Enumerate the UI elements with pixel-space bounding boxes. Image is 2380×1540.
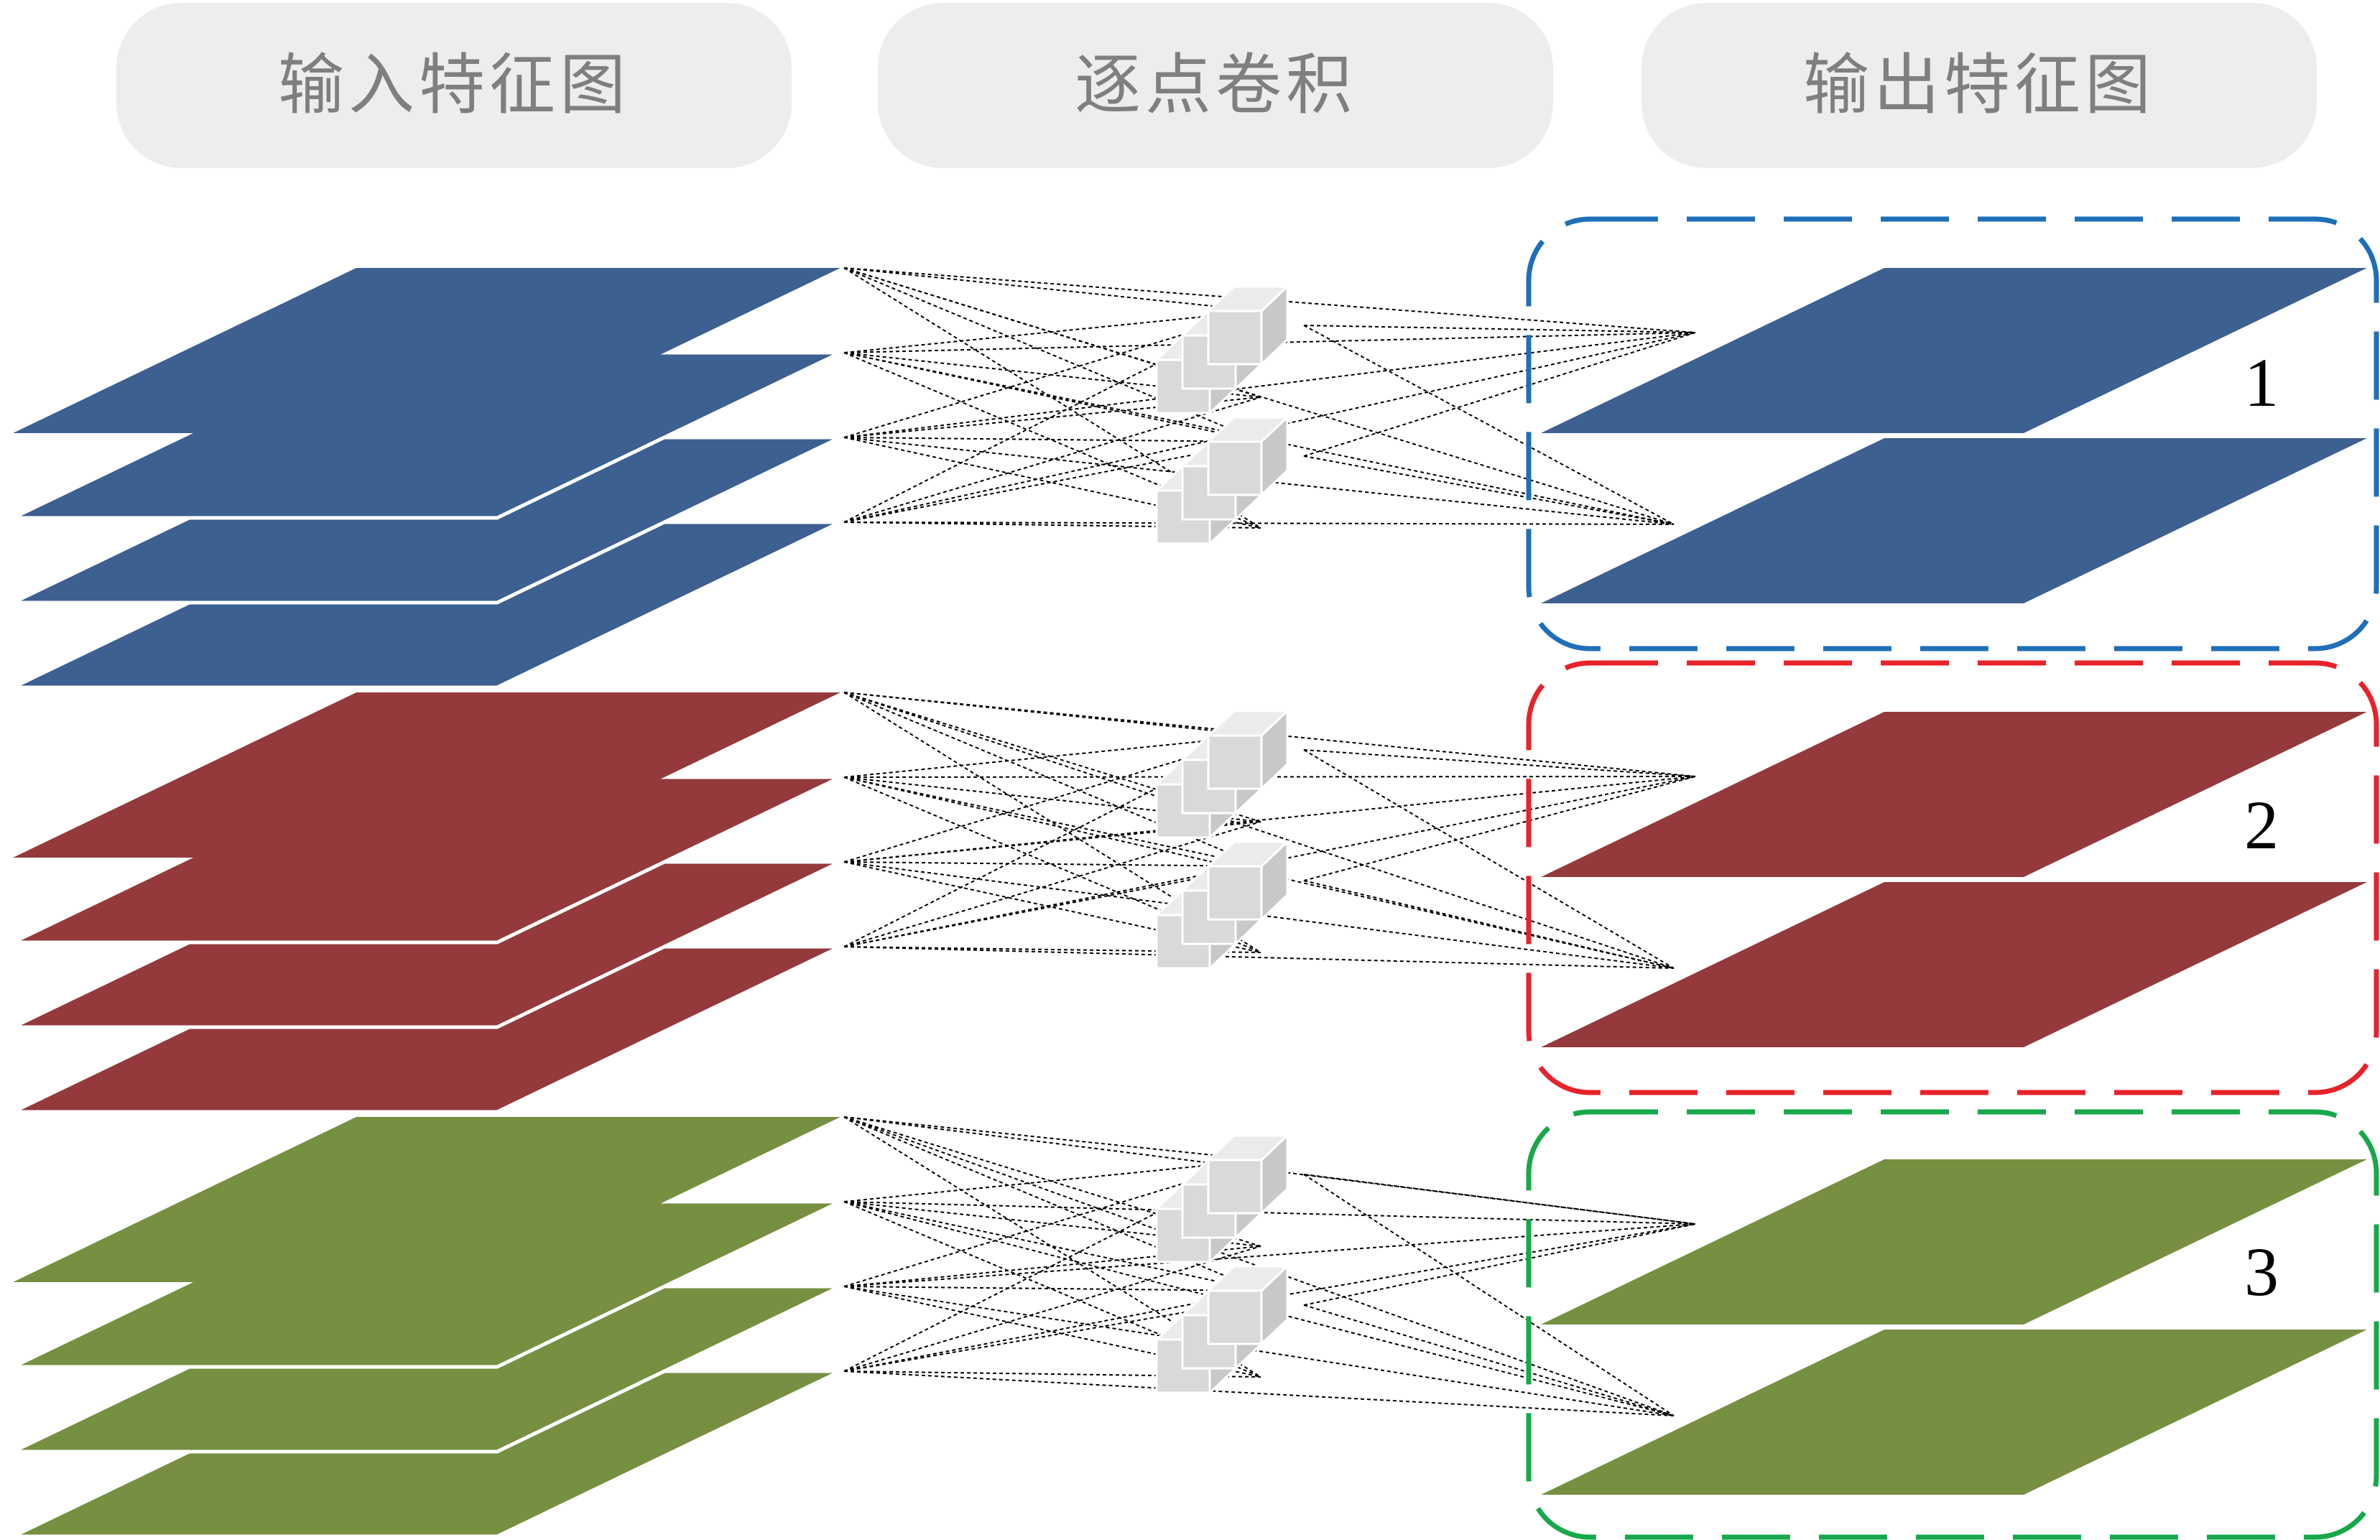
- group-box-2: [1526, 660, 2379, 1095]
- input-map-2-1: [13, 692, 841, 858]
- connection-line: [843, 861, 1261, 867]
- connection-line: [843, 1223, 1696, 1287]
- connection-line: [843, 332, 1696, 438]
- input-map-3-4: [11, 1369, 842, 1539]
- connection-line: [1303, 325, 1696, 333]
- kernel-stack-2-2: [1154, 839, 1290, 971]
- connection-line: [843, 521, 1675, 525]
- kernel-cube-front: [1207, 865, 1263, 921]
- kernel-cube-front: [1207, 310, 1263, 366]
- output-map-3-2: [1541, 1330, 2367, 1495]
- kernel-stack-2-1: [1154, 708, 1290, 840]
- input-map-1-4: [11, 520, 842, 690]
- input-map-1-3: [11, 435, 842, 605]
- connection-line: [1303, 749, 1696, 777]
- connection-line: [843, 776, 1696, 863]
- connection-line: [1303, 749, 1675, 969]
- output-map-3-1: [1541, 1159, 2367, 1325]
- connection-line: [1303, 455, 1675, 525]
- input-map-1-1: [13, 268, 841, 433]
- kernel-cube-front: [1207, 1159, 1263, 1215]
- kernel-stack-1-2: [1154, 414, 1290, 547]
- connection-line: [843, 946, 1675, 969]
- group-label-1: 1: [2244, 344, 2279, 421]
- connection-line: [843, 692, 1675, 969]
- connection-line: [843, 1286, 1261, 1291]
- column-headers: 输入特征图 逐点卷积 输出特征图: [116, 3, 2317, 168]
- connection-line: [843, 821, 1261, 947]
- kernel-cube-front: [1207, 1289, 1263, 1345]
- header-output-pill: [1642, 3, 2317, 168]
- input-map-2-4: [11, 945, 842, 1114]
- connection-line: [843, 1286, 1675, 1416]
- output-map-2-2: [1541, 882, 2367, 1047]
- connection-line: [1303, 880, 1675, 969]
- connection-line: [1303, 1174, 1696, 1225]
- connection-line: [1303, 776, 1696, 881]
- connection-line: [1303, 325, 1675, 525]
- output-map-1-1: [1541, 268, 2367, 433]
- header-input-pill: [116, 3, 792, 168]
- kernel-cube-front: [1207, 734, 1263, 790]
- header-input-label: 输入特征图: [278, 47, 630, 124]
- connection-line: [843, 267, 1675, 525]
- group-box-1: [1526, 216, 2379, 651]
- kernel-cube-front: [1207, 440, 1263, 496]
- input-map-2-3: [11, 860, 842, 1029]
- connection-line: [843, 1246, 1261, 1372]
- header-conv: 逐点卷积: [878, 3, 1553, 168]
- kernel-stack-3-1: [1154, 1133, 1290, 1265]
- connection-line: [843, 735, 1261, 778]
- connection-line: [843, 1370, 1261, 1378]
- connection-line: [843, 310, 1261, 353]
- connection-line: [1303, 1174, 1675, 1416]
- output-map-1-2: [1541, 438, 2367, 603]
- output-map-2-1: [1541, 712, 2367, 877]
- connection-line: [843, 692, 1261, 736]
- connection-line: [843, 396, 1261, 523]
- pointwise-kernels: [1154, 284, 1290, 1396]
- connection-line: [843, 521, 1261, 529]
- header-output-label: 输出特征图: [1803, 47, 2155, 124]
- header-input: 输入特征图: [116, 3, 792, 168]
- feature-maps: [11, 268, 2367, 1539]
- group-label-2: 2: [2244, 787, 2279, 863]
- input-map-3-2: [11, 1200, 842, 1369]
- connection-line: [843, 267, 1261, 312]
- header-conv-pill: [878, 3, 1553, 168]
- connection-line: [843, 1159, 1261, 1202]
- connection-line: [1303, 1223, 1696, 1306]
- kernel-stack-3-2: [1154, 1263, 1290, 1396]
- group-box-3: [1526, 1109, 2379, 1540]
- input-map-2-2: [11, 775, 842, 945]
- group-boxes: 1 2 3: [1526, 216, 2379, 1540]
- input-map-1-2: [11, 351, 842, 520]
- connection-line: [843, 437, 1261, 442]
- group-label-3: 3: [2244, 1233, 2279, 1310]
- input-map-3-3: [11, 1284, 842, 1454]
- header-output: 输出特征图: [1642, 3, 2317, 168]
- header-conv-label: 逐点卷积: [1075, 47, 1356, 124]
- connection-line: [843, 1116, 1261, 1161]
- connection-line: [843, 1223, 1696, 1372]
- connection-line: [843, 1370, 1675, 1416]
- input-map-3-1: [13, 1117, 841, 1282]
- kernel-stack-1-1: [1154, 284, 1290, 416]
- connection-line: [843, 946, 1261, 953]
